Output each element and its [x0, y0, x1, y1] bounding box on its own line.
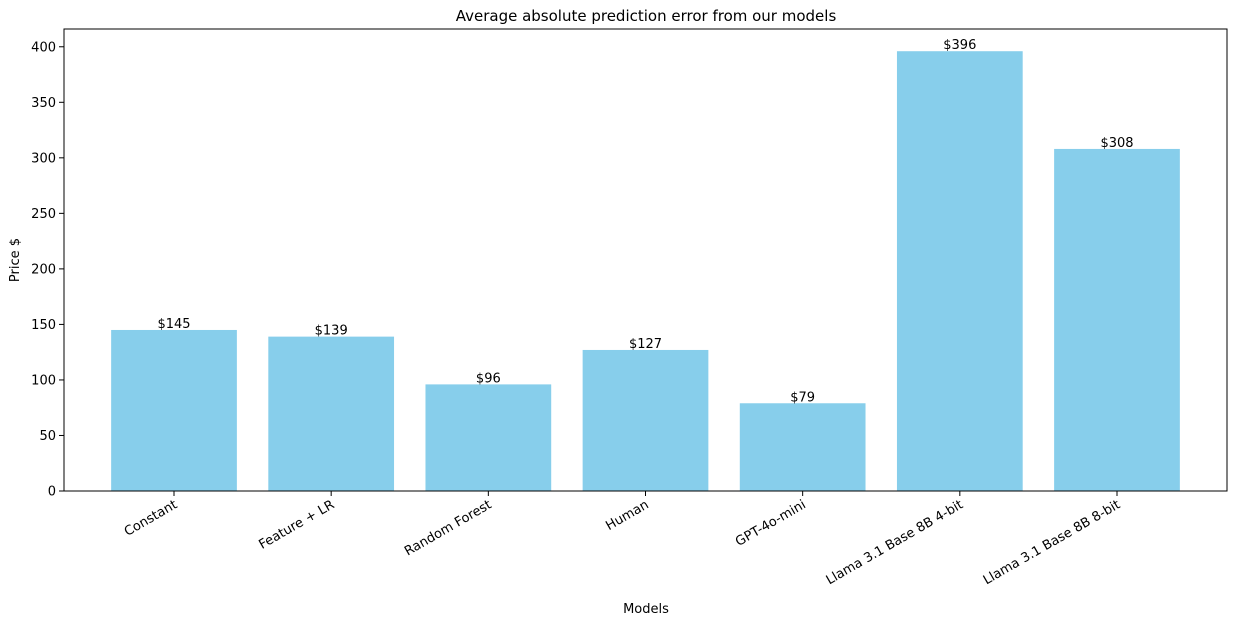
bar-value-label: $139	[315, 324, 348, 339]
chart-title: Average absolute prediction error from o…	[456, 7, 837, 25]
bars-group	[111, 51, 1180, 491]
bar	[425, 384, 552, 491]
x-tick-label: Human	[603, 497, 651, 533]
bar-value-label: $79	[790, 390, 815, 405]
x-tick-label: Feature + LR	[256, 497, 337, 552]
bar-value-label: $308	[1100, 136, 1133, 151]
bar-value-label: $396	[943, 38, 976, 53]
bar	[268, 336, 395, 491]
y-tick-label: 250	[31, 207, 56, 222]
data-labels-group: $145 $139 $96 $127 $79 $396 $308	[157, 38, 1133, 405]
y-tick-label: 300	[31, 151, 56, 166]
plot-frame	[63, 28, 1228, 492]
y-tick-label: 0	[48, 485, 56, 500]
x-tick-label: Random Forest	[402, 497, 494, 559]
y-tick-label: 150	[31, 318, 56, 333]
bar	[896, 51, 1023, 491]
bar	[739, 403, 866, 491]
x-tick-label: Llama 3.1 Base 8B 8-bit	[981, 497, 1123, 588]
bar-value-label: $127	[629, 337, 662, 352]
x-tick-label: Llama 3.1 Base 8B 4-bit	[824, 497, 966, 588]
bar	[1054, 148, 1180, 491]
x-tick-label: Constant	[122, 497, 180, 539]
y-tick-label: 200	[31, 262, 56, 277]
x-axis: Constant Feature + LR Random Forest Human GP…	[122, 491, 1123, 588]
bar-value-label: $145	[157, 317, 190, 332]
y-tick-label: 350	[31, 96, 56, 111]
y-tick-label: 50	[39, 429, 56, 444]
y-tick-label: 400	[31, 40, 56, 55]
y-axis-label: Price $	[8, 238, 23, 282]
bar	[111, 329, 237, 491]
bar-value-label: $96	[476, 371, 501, 386]
bar	[582, 349, 709, 491]
y-tick-label: 100	[31, 373, 56, 388]
x-tick-label: GPT-4o-mini	[733, 497, 809, 549]
x-axis-label: Models	[623, 602, 669, 617]
y-axis: 0 50 100 150 200 250 300 350 400	[31, 40, 64, 500]
